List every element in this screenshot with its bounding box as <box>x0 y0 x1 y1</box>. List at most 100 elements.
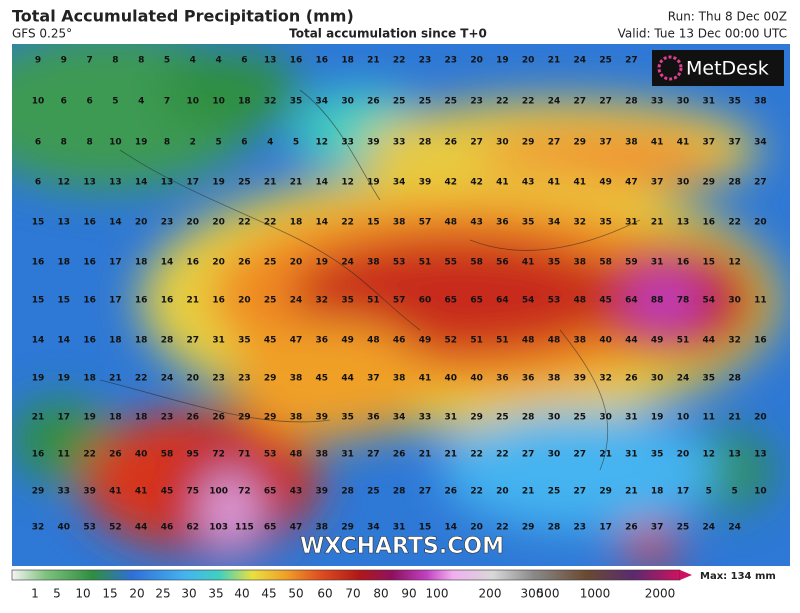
grid-value: 38 <box>574 258 587 268</box>
grid-value: 25 <box>599 56 612 66</box>
grid-value: 23 <box>212 374 225 384</box>
grid-value: 23 <box>161 218 174 228</box>
grid-value: 24 <box>677 374 690 384</box>
grid-value: 21 <box>728 413 741 423</box>
grid-value: 18 <box>135 336 148 346</box>
grid-value: 31 <box>445 413 458 423</box>
grid-value: 16 <box>703 218 716 228</box>
grid-value: 24 <box>161 374 174 384</box>
logo-bg <box>652 50 784 86</box>
grid-value: 72 <box>238 487 251 497</box>
grid-value: 28 <box>341 487 354 497</box>
grid-value: 37 <box>703 138 716 148</box>
grid-value: 24 <box>341 258 354 268</box>
grid-value: 25 <box>367 487 380 497</box>
grid-value: 49 <box>651 336 664 346</box>
grid-value: 16 <box>83 296 96 306</box>
grid-value: 41 <box>548 178 561 188</box>
grid-value: 53 <box>548 296 561 306</box>
grid-value: 4 <box>267 138 273 148</box>
grid-value: 59 <box>625 258 638 268</box>
grid-value: 14 <box>316 218 329 228</box>
grid-value: 16 <box>32 258 45 268</box>
colorbar-label: 5 <box>53 587 61 601</box>
grid-value: 49 <box>599 178 612 188</box>
grid-value: 25 <box>419 97 432 107</box>
grid-value: 38 <box>625 138 638 148</box>
grid-value: 10 <box>212 97 225 107</box>
grid-value: 34 <box>393 178 406 188</box>
grid-value: 4 <box>190 56 196 66</box>
colorbar-label: 200 <box>479 587 502 601</box>
grid-value: 44 <box>703 336 716 346</box>
grid-value: 19 <box>83 413 96 423</box>
grid-value: 21 <box>548 56 561 66</box>
grid-value: 18 <box>109 336 122 346</box>
grid-value: 46 <box>393 336 406 346</box>
grid-value: 26 <box>367 97 380 107</box>
grid-value: 20 <box>212 218 225 228</box>
grid-value: 45 <box>264 336 277 346</box>
grid-value: 36 <box>496 218 509 228</box>
grid-value: 16 <box>187 258 200 268</box>
grid-value: 20 <box>470 523 483 533</box>
grid-value: 78 <box>677 296 690 306</box>
grid-value: 48 <box>574 296 587 306</box>
grid-value: 20 <box>677 450 690 460</box>
grid-value: 15 <box>58 296 71 306</box>
grid-value: 58 <box>470 258 483 268</box>
grid-value: 13 <box>264 56 277 66</box>
colorbar-label: 100 <box>426 587 449 601</box>
grid-value: 20 <box>470 56 483 66</box>
grid-value: 11 <box>754 296 767 306</box>
grid-value: 40 <box>599 336 612 346</box>
grid-value: 26 <box>625 374 638 384</box>
colorbar-label: 80 <box>373 587 388 601</box>
grid-value: 17 <box>109 258 122 268</box>
grid-value: 7 <box>164 97 170 107</box>
grid-value: 20 <box>754 413 767 423</box>
grid-value: 10 <box>109 138 122 148</box>
colorbar-label: 1000 <box>580 587 611 601</box>
grid-value: 41 <box>496 178 509 188</box>
run-time: Run: Thu 8 Dec 00Z <box>668 10 787 24</box>
grid-value: 14 <box>58 336 71 346</box>
grid-value: 21 <box>651 218 664 228</box>
grid-value: 20 <box>135 218 148 228</box>
grid-value: 27 <box>574 487 587 497</box>
grid-value: 4 <box>138 97 144 107</box>
grid-value: 11 <box>58 450 71 460</box>
grid-value: 45 <box>161 487 174 497</box>
grid-value: 35 <box>341 296 354 306</box>
grid-value: 30 <box>548 450 561 460</box>
grid-value: 38 <box>367 258 380 268</box>
grid-value: 57 <box>419 218 432 228</box>
grid-value: 32 <box>599 374 612 384</box>
max-label: Max: 134 mm <box>700 571 776 582</box>
grid-value: 100 <box>209 487 228 497</box>
grid-value: 14 <box>32 336 45 346</box>
grid-value: 48 <box>367 336 380 346</box>
grid-value: 12 <box>703 450 716 460</box>
grid-value: 16 <box>212 296 225 306</box>
grid-value: 44 <box>135 523 148 533</box>
grid-value: 29 <box>264 374 277 384</box>
grid-value: 49 <box>341 336 354 346</box>
grid-value: 17 <box>58 413 71 423</box>
grid-value: 24 <box>703 523 716 533</box>
grid-value: 10 <box>677 413 690 423</box>
grid-value: 54 <box>703 296 716 306</box>
grid-value: 35 <box>703 374 716 384</box>
grid-value: 13 <box>728 450 741 460</box>
grid-value: 8 <box>112 56 118 66</box>
grid-value: 52 <box>445 336 458 346</box>
grid-value: 25 <box>496 413 509 423</box>
grid-value: 6 <box>86 97 92 107</box>
grid-value: 14 <box>445 523 458 533</box>
colorbar-label: 60 <box>317 587 332 601</box>
grid-value: 36 <box>522 374 535 384</box>
grid-value: 38 <box>548 374 561 384</box>
grid-value: 71 <box>238 450 251 460</box>
grid-value: 19 <box>651 413 664 423</box>
grid-value: 44 <box>625 336 638 346</box>
